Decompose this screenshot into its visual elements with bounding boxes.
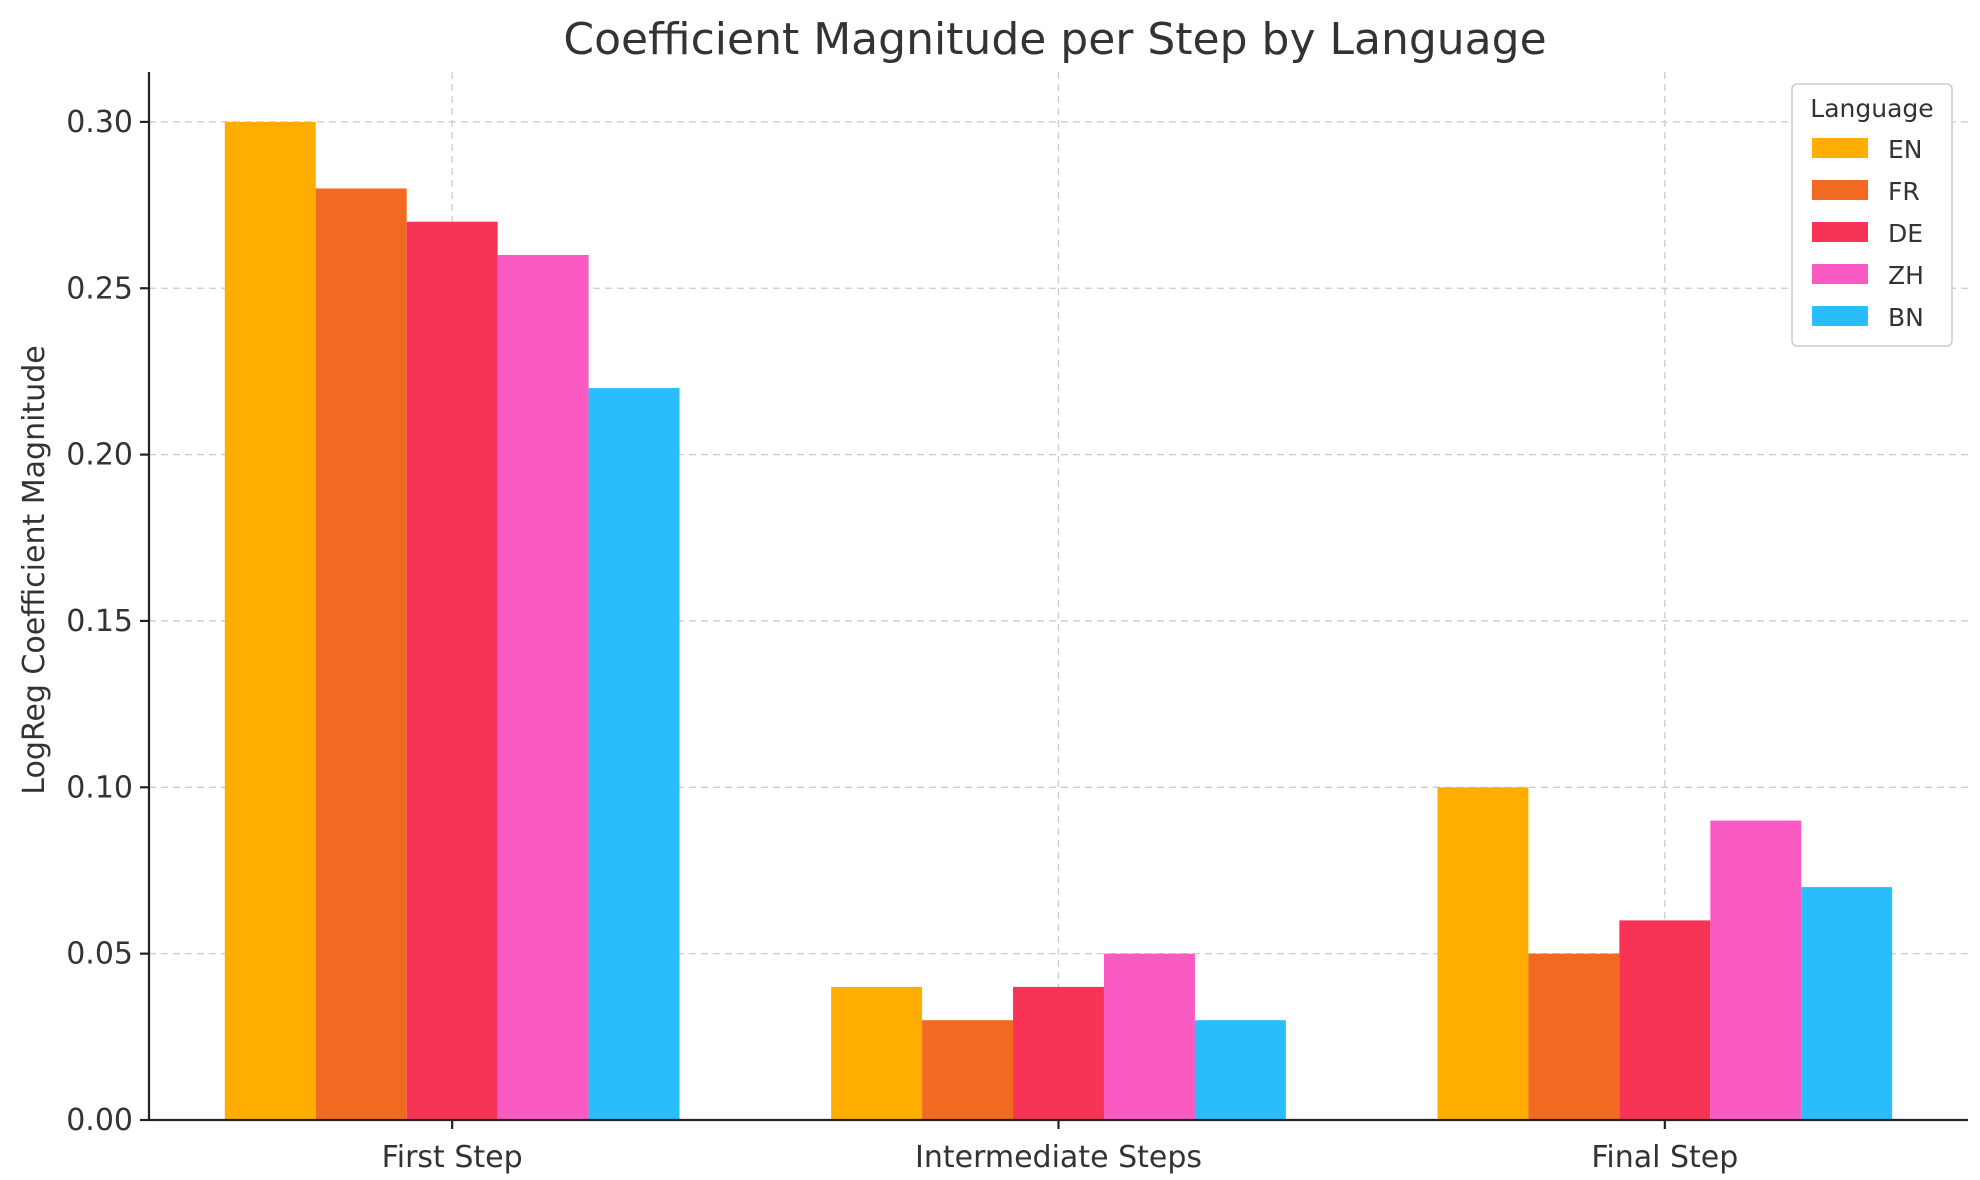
legend-label-de: DE (1888, 219, 1923, 248)
bar-bn-2 (1801, 887, 1893, 1120)
legend-title: Language (1810, 94, 1933, 123)
legend-label-fr: FR (1888, 177, 1920, 206)
legend-swatch-de (1812, 222, 1868, 242)
bar-de-1 (1013, 986, 1104, 1120)
bar-de-2 (1619, 920, 1711, 1120)
bar-bn-0 (588, 388, 680, 1121)
bar-zh-1 (1103, 953, 1195, 1120)
bar-en-2 (1437, 787, 1529, 1120)
legend-swatch-bn (1812, 306, 1868, 326)
y-tick-label: 0.05 (66, 937, 133, 972)
legend-label-zh: ZH (1888, 261, 1924, 290)
y-tick-label: 0.10 (66, 770, 133, 805)
legend-label-bn: BN (1888, 303, 1924, 332)
legend-swatch-en (1812, 138, 1868, 158)
y-tick-label: 0.25 (66, 271, 133, 306)
bar-zh-2 (1710, 820, 1802, 1120)
bar-fr-1 (922, 1020, 1014, 1120)
bar-fr-2 (1528, 953, 1620, 1120)
y-tick-label: 0.15 (66, 604, 133, 639)
legend-label-en: EN (1888, 135, 1923, 164)
x-tick-label: First Step (382, 1140, 523, 1175)
legend: Language EN FR DE ZH BN (1791, 83, 1953, 347)
legend-items: EN FR DE ZH BN (1812, 135, 1924, 332)
bar-zh-0 (497, 254, 589, 1120)
chart-title: Coefficient Magnitude per Step by Langua… (563, 14, 1546, 65)
x-tick-label: Intermediate Steps (915, 1140, 1202, 1175)
axes-layer (140, 72, 1968, 1129)
bar-en-0 (224, 121, 316, 1120)
bar-en-1 (831, 986, 923, 1120)
legend-swatch-zh (1812, 264, 1868, 284)
bar-bn-1 (1194, 1020, 1286, 1120)
y-tick-label: 0.20 (66, 438, 133, 473)
x-tick-label: Final Step (1591, 1140, 1738, 1175)
y-tick-label: 0.30 (66, 105, 133, 140)
bars-layer (224, 121, 1893, 1121)
ticks-layer: 0.00 0.05 0.10 0.15 0.20 0.25 0.30 First Step In… (66, 105, 1738, 1175)
y-axis-label: LogReg Coefficient Magnitude (17, 345, 52, 794)
y-tick-label: 0.00 (66, 1103, 133, 1138)
bar-de-0 (406, 221, 498, 1120)
bar-fr-0 (315, 188, 407, 1120)
legend-swatch-fr (1812, 180, 1868, 200)
